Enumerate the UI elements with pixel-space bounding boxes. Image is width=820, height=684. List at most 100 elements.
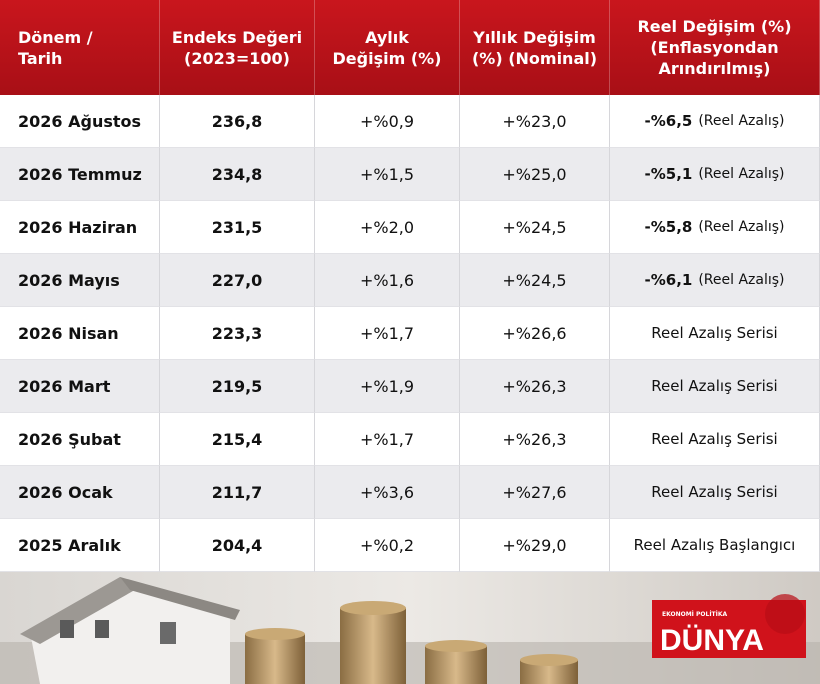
table-cell: 2026 Nisan xyxy=(0,307,160,360)
table-cell: Reel Azalış Serisi xyxy=(610,466,820,519)
table-row: 2026 Haziran 231,5 +%2,0 +%24,5 -%5,8 (Reel A… xyxy=(0,201,820,254)
table-row: 2026 Temmuz 234,8 +%1,5 +%25,0 -%5,1 (Reel Az… xyxy=(0,148,820,201)
cell-text: +%2,0 xyxy=(359,217,415,237)
table-row: 2026 Nisan 223,3 +%1,7 +%26,6 Reel Azalış Se… xyxy=(0,307,820,360)
cell-text: 223,3 xyxy=(211,323,263,343)
cell-text: +%0,9 xyxy=(359,111,415,131)
table-cell: 211,7 xyxy=(160,466,315,519)
coins xyxy=(245,601,578,684)
cell-text: 211,7 xyxy=(211,482,263,502)
table-cell: 2026 Haziran xyxy=(0,201,160,254)
cell-text: +%24,5 xyxy=(502,217,567,237)
cell-text: +%1,6 xyxy=(359,270,415,290)
table-cell: 2026 Şubat xyxy=(0,413,160,466)
table-cell: -%6,1 (Reel Azalış) xyxy=(610,254,820,307)
header-line: Tarih xyxy=(18,48,63,68)
header-line: Dönem / xyxy=(18,27,93,47)
cell-text: +%25,0 xyxy=(502,164,567,184)
cell-text: 231,5 xyxy=(211,217,263,237)
header-line: (%) (Nominal) xyxy=(471,48,598,68)
table-cell: 231,5 xyxy=(160,201,315,254)
table-cell: 2026 Mart xyxy=(0,360,160,413)
header-line: Reel Değişim (%) xyxy=(637,17,792,36)
logo-text: DÜNYA xyxy=(660,624,764,657)
real-change-note: (Reel Azalış) xyxy=(698,166,785,182)
table-cell: +%26,6 xyxy=(460,307,610,360)
header-line: Değişim (%) xyxy=(332,48,442,68)
header-cell: Dönem / Tarih xyxy=(0,0,160,95)
cell-text: 2026 Temmuz xyxy=(18,164,142,184)
table-row: 2026 Şubat 215,4 +%1,7 +%26,3 Reel Azalış Se… xyxy=(0,413,820,466)
cell-text: +%29,0 xyxy=(502,535,567,555)
table-cell: +%1,7 xyxy=(315,307,460,360)
cell-text: +%26,3 xyxy=(502,429,567,449)
house xyxy=(20,577,240,684)
real-change-value: -%5,8 xyxy=(644,218,693,236)
table-cell: +%1,9 xyxy=(315,360,460,413)
header-line: (2023=100) xyxy=(184,48,290,68)
table-row: 2026 Mayıs 227,0 +%1,6 +%24,5 -%6,1 (Reel Aza… xyxy=(0,254,820,307)
cell-text: +%23,0 xyxy=(502,111,567,131)
cell-text: +%0,2 xyxy=(359,535,415,555)
table-cell: +%26,3 xyxy=(460,360,610,413)
table-cell: Reel Azalış Serisi xyxy=(610,413,820,466)
cell-text: 2026 Mayıs xyxy=(18,270,120,290)
table-cell: +%1,6 xyxy=(315,254,460,307)
table-cell: +%0,2 xyxy=(315,519,460,572)
table-cell: +%23,0 xyxy=(460,95,610,148)
cell-text: 2026 Haziran xyxy=(18,217,138,237)
cell-text: 2026 Mart xyxy=(18,376,111,396)
header-cell: Aylık Değişim (%) xyxy=(315,0,460,95)
cell-text: Reel Azalış Serisi xyxy=(651,377,778,395)
table-cell: 215,4 xyxy=(160,413,315,466)
header-line: Endeks Değeri xyxy=(171,27,303,47)
table-cell: 2026 Ocak xyxy=(0,466,160,519)
cell-text: +%24,5 xyxy=(502,270,567,290)
cell-text: 234,8 xyxy=(211,164,263,184)
table-cell: +%24,5 xyxy=(460,254,610,307)
header-line: (Enflasyondan xyxy=(650,38,779,57)
cell-text: Reel Azalış Başlangıcı xyxy=(633,536,796,554)
table-cell: 2026 Mayıs xyxy=(0,254,160,307)
table-cell: -%5,1 (Reel Azalış) xyxy=(610,148,820,201)
cell-text: +%3,6 xyxy=(359,482,415,502)
cell-text: 2026 Ağustos xyxy=(18,111,142,131)
cell-text: 219,5 xyxy=(211,376,263,396)
table-cell: Reel Azalış Serisi xyxy=(610,360,820,413)
table-cell: +%1,7 xyxy=(315,413,460,466)
table-cell: 2026 Ağustos xyxy=(0,95,160,148)
table-cell: +%26,3 xyxy=(460,413,610,466)
table-cell: 223,3 xyxy=(160,307,315,360)
header-line: Aylık xyxy=(365,27,409,47)
table-header: Dönem / Tarih Endeks Değeri (2023=100) Aylık… xyxy=(0,0,820,95)
real-change-value: -%5,1 xyxy=(644,165,693,183)
header-cell: Endeks Değeri (2023=100) xyxy=(160,0,315,95)
table-cell: +%25,0 xyxy=(460,148,610,201)
table-cell: 2026 Temmuz xyxy=(0,148,160,201)
cell-text: 2025 Aralık xyxy=(18,535,121,555)
cell-text: Reel Azalış Serisi xyxy=(651,483,778,501)
real-change-note: (Reel Azalış) xyxy=(698,219,785,235)
table-cell: +%0,9 xyxy=(315,95,460,148)
header-cell: Yıllık Değişim (%) (Nominal) xyxy=(460,0,610,95)
cell-text: +%1,5 xyxy=(359,164,415,184)
cell-text: Reel Azalış Serisi xyxy=(651,430,778,448)
cell-text: 227,0 xyxy=(211,270,263,290)
table-cell: +%1,5 xyxy=(315,148,460,201)
table-cell: +%3,6 xyxy=(315,466,460,519)
cell-text: +%1,7 xyxy=(359,323,415,343)
table-cell: +%2,0 xyxy=(315,201,460,254)
real-change-note: (Reel Azalış) xyxy=(698,272,785,288)
table-cell: Reel Azalış Serisi xyxy=(610,307,820,360)
table-cell: +%27,6 xyxy=(460,466,610,519)
table-cell: 2025 Aralık xyxy=(0,519,160,572)
real-change-value: -%6,1 xyxy=(644,271,693,289)
cell-text: 215,4 xyxy=(211,429,263,449)
table-row: 2025 Aralık 204,4 +%0,2 +%29,0 Reel Azalış B… xyxy=(0,519,820,572)
cell-text: 2026 Ocak xyxy=(18,482,113,502)
cell-text: Reel Azalış Serisi xyxy=(651,324,778,342)
header-line: Arındırılmış) xyxy=(658,59,771,78)
table-cell: 234,8 xyxy=(160,148,315,201)
cell-text: 236,8 xyxy=(211,111,263,131)
